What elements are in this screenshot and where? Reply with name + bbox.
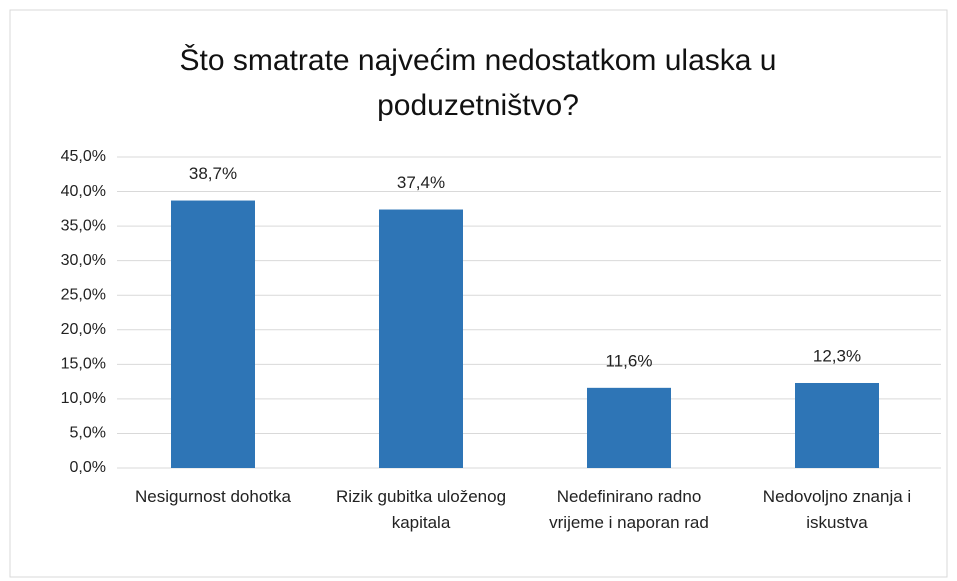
x-tick-label: Rizik gubitka uloženog kapitala [336,487,506,532]
y-tick-label: 45,0% [61,148,106,165]
y-tick-label: 5,0% [70,425,106,442]
y-tick-label: 35,0% [61,217,106,234]
bar [171,200,255,469]
value-label: 38,7% [189,164,237,183]
y-tick-label: 15,0% [61,356,106,373]
y-tick-label: 20,0% [61,321,106,338]
x-tick-label: Nedefinirano radno vrijeme i naporan rad [549,487,709,532]
value-label: 11,6% [606,351,653,370]
y-tick-label: 40,0% [61,183,106,200]
value-label: 37,4% [397,173,445,192]
bar [795,382,879,468]
y-tick-label: 0,0% [70,459,106,476]
x-tick-label: Nedovoljno znanja i iskustva [763,487,911,532]
y-tick-label: 30,0% [61,252,106,269]
y-tick-label: 10,0% [61,390,106,407]
value-label: 12,3% [813,346,861,365]
x-tick-label: Nesigurnost dohotka [135,487,291,506]
bar [379,209,463,468]
chart-title: Što smatrate najvećim nedostatkom ulaska… [180,43,777,122]
y-tick-label: 25,0% [61,286,106,303]
chart-border [9,9,948,578]
bar [587,387,671,468]
